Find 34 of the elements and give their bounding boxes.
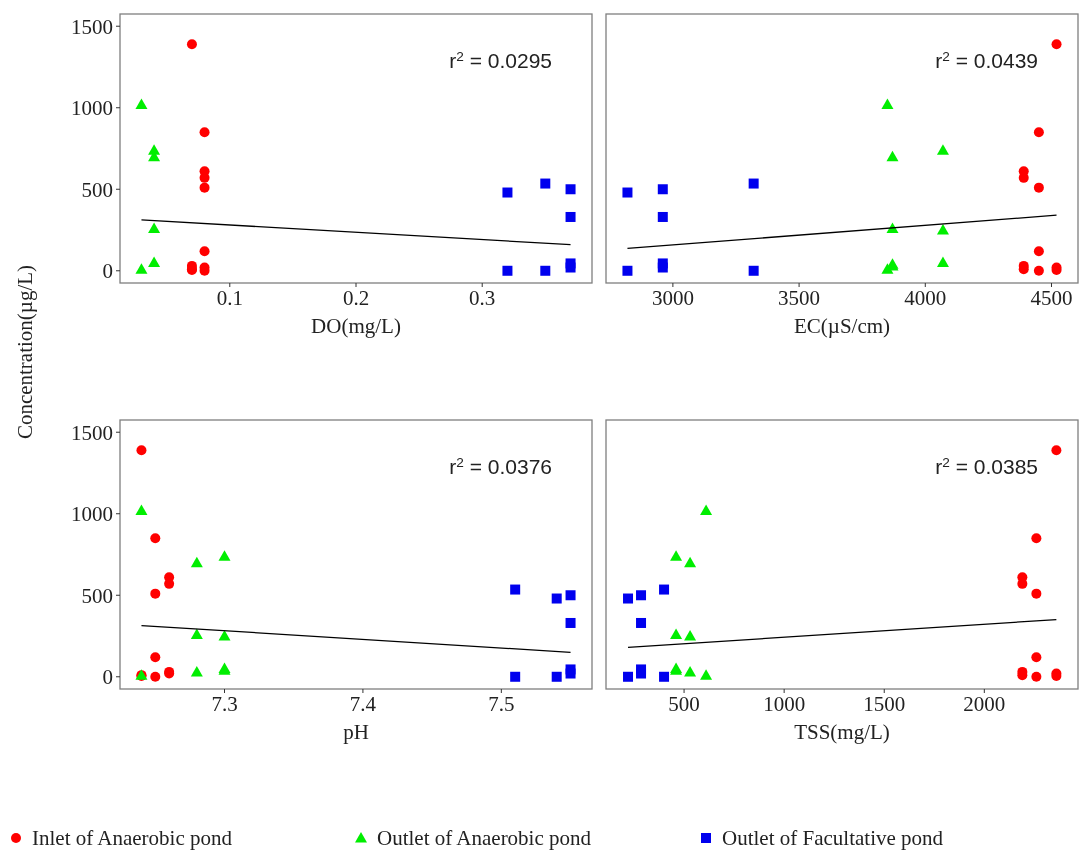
legend-label: Inlet of Anaerobic pond bbox=[32, 826, 233, 851]
y-tick-label: 0 bbox=[102, 665, 113, 690]
y-tick-label: 1500 bbox=[71, 14, 113, 39]
y-axis-title: Concentration(µg/L) bbox=[13, 264, 37, 440]
x-axis-title: pH bbox=[343, 720, 369, 744]
annotation: r$^{2}$ = 0.0295 bbox=[449, 48, 552, 72]
y-tick-label: 1000 bbox=[71, 502, 113, 527]
y-tick-label: 500 bbox=[81, 583, 113, 608]
annotation: r$^{2}$ = 0.0439 bbox=[935, 48, 1038, 72]
x-tick-label: 500 bbox=[668, 692, 700, 716]
y-tick-label: 0 bbox=[102, 259, 113, 284]
y-tick-label: 1000 bbox=[71, 96, 113, 121]
x-axis-title: DO(mg/L) bbox=[311, 314, 401, 338]
legend-label: Outlet of Anaerobic pond bbox=[377, 826, 592, 851]
x-tick-label: 7.3 bbox=[211, 692, 238, 716]
annotation: r$^{2}$ = 0.0376 bbox=[449, 454, 552, 478]
y-tick-label: 500 bbox=[81, 177, 113, 202]
annotation: r$^{2}$ = 0.0385 bbox=[935, 454, 1038, 478]
legend-label: Outlet of Facultative pond bbox=[722, 826, 944, 851]
x-tick-label: 3500 bbox=[778, 286, 821, 310]
x-tick-label: 0.2 bbox=[342, 286, 370, 310]
x-tick-label: 2000 bbox=[963, 692, 1006, 716]
x-tick-label: 1500 bbox=[863, 692, 906, 716]
x-tick-label: 7.5 bbox=[488, 692, 515, 716]
x-tick-label: 3000 bbox=[651, 286, 694, 310]
x-tick-label: 4500 bbox=[1030, 286, 1073, 310]
x-axis-title: EC(µS/cm) bbox=[793, 314, 891, 338]
x-axis-title: TSS(mg/L) bbox=[794, 720, 890, 744]
x-tick-label: 4000 bbox=[904, 286, 947, 310]
x-tick-label: 7.4 bbox=[349, 692, 377, 716]
x-tick-label: 0.1 bbox=[216, 286, 243, 310]
x-tick-label: 1000 bbox=[763, 692, 806, 716]
y-tick-label: 1500 bbox=[71, 420, 113, 445]
x-tick-label: 0.3 bbox=[469, 286, 496, 310]
